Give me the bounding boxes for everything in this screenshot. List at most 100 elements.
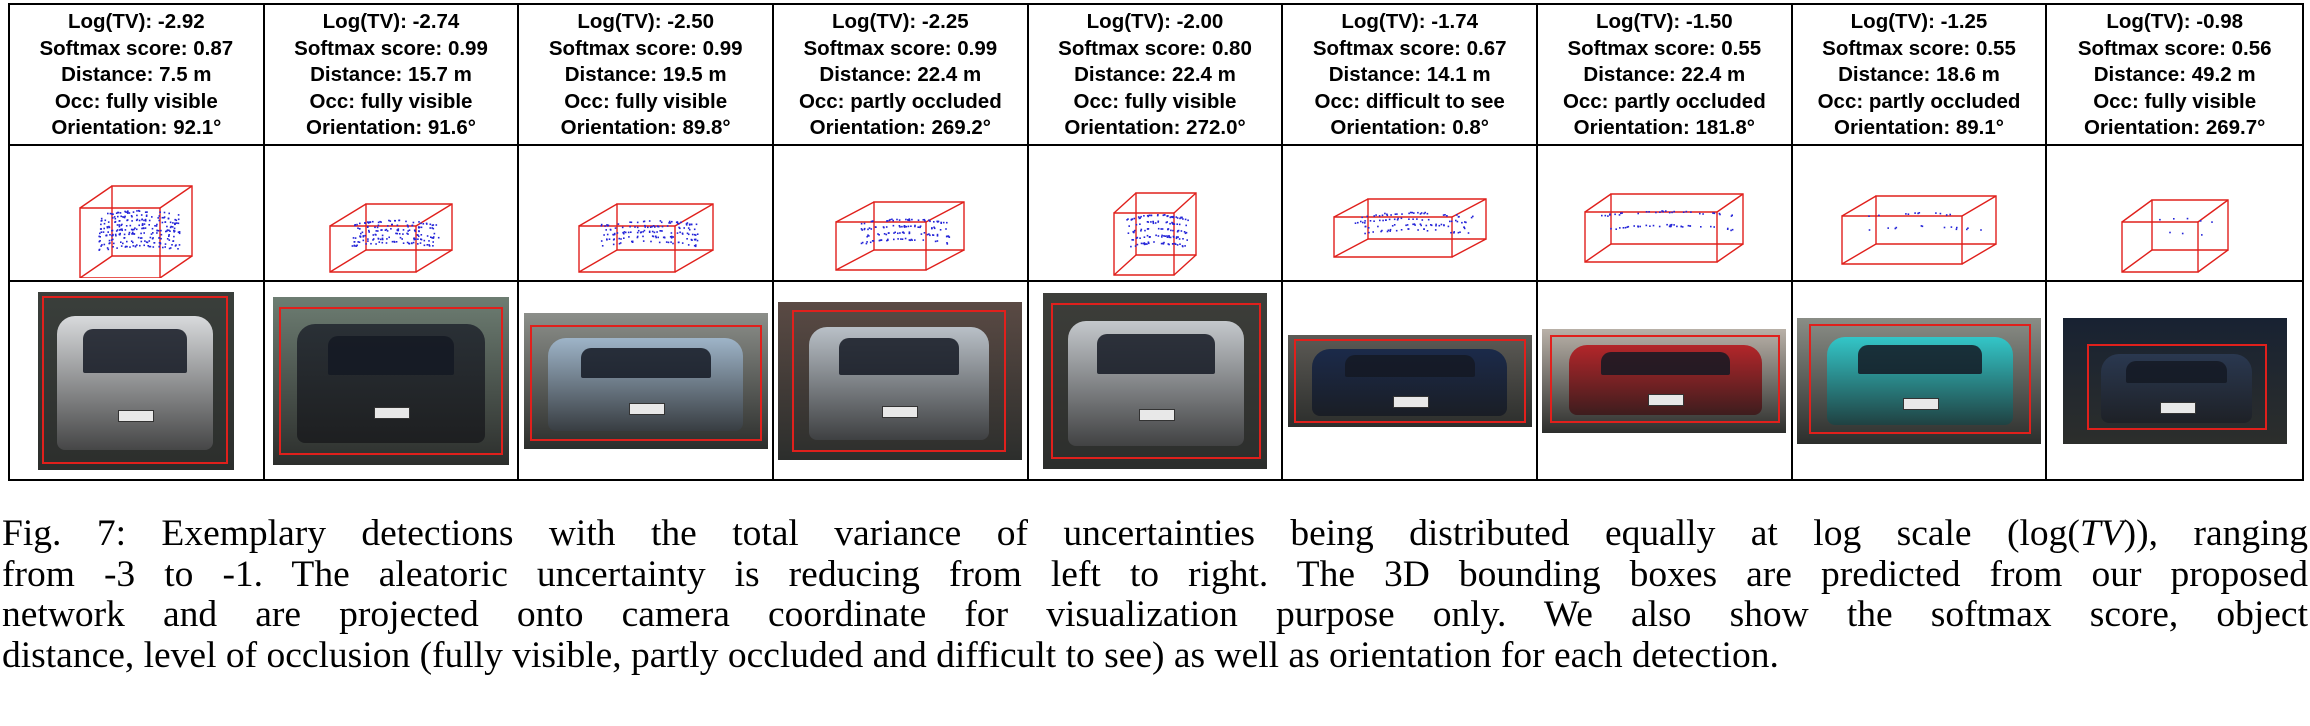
occlusion-label: Occ: fully visible (2093, 89, 2257, 113)
box-depth-edge (836, 201, 875, 223)
detection-info: Log(TV): -1.50 Softmax score: 0.55 Distanc… (1538, 5, 1791, 146)
box-back-face (1875, 195, 1997, 245)
detection-column: Log(TV): -2.74 Softmax score: 0.99 Distanc… (264, 5, 520, 479)
box-front-face (1332, 216, 1453, 258)
lidar-panel (1792, 146, 2046, 282)
detection-info: Log(TV): -1.74 Softmax score: 0.67 Distanc… (1283, 5, 1536, 146)
detection-info: Log(TV): -1.25 Softmax score: 0.55 Distanc… (1792, 5, 2046, 146)
detection-column: Log(TV): -2.92 Softmax score: 0.87 Distanc… (10, 5, 265, 479)
log-tv-label: Log(TV): -2.92 (67, 10, 205, 34)
box-front-face (79, 207, 162, 278)
license-plate (2159, 401, 2196, 414)
car-window (1600, 352, 1730, 375)
log-tv-label: Log(TV): -1.50 (1595, 10, 1733, 34)
orientation-label: Orientation: 92.1° (51, 116, 222, 140)
softmax-score-label: Softmax score: 0.56 (2077, 36, 2272, 60)
softmax-score-label: Softmax score: 0.80 (1058, 36, 1252, 60)
lidar-points-3d-box (577, 203, 714, 273)
lidar-points-3d-box (1332, 198, 1487, 258)
camera-crop (1796, 317, 2041, 444)
lidar-points-3d-box (329, 203, 453, 273)
detection-column: Log(TV): -2.50 Softmax score: 0.99 Distanc… (519, 5, 774, 479)
box-depth-edge (836, 249, 875, 271)
log-tv-label: Log(TV): -1.74 (1341, 10, 1478, 34)
distance-label: Distance: 22.4 m (819, 63, 982, 87)
caption-line-1: Fig. 7: Exemplary detections with the to… (2, 513, 2309, 554)
box-depth-edge (1113, 254, 1137, 276)
camera-panel (2047, 282, 2302, 479)
lidar-point-cloud (600, 220, 699, 248)
lidar-point-cloud (861, 218, 951, 245)
softmax-score-label: Softmax score: 0.99 (548, 36, 743, 60)
car-body (57, 315, 214, 451)
car-window (83, 329, 188, 373)
lidar-point-cloud (1868, 212, 1982, 231)
camera-panel (1029, 282, 1282, 479)
log-tv-label: Log(TV): -0.98 (2106, 10, 2243, 34)
box-depth-edge (1841, 195, 1877, 217)
box-depth-edge (2121, 199, 2153, 223)
box-depth-edge (1333, 238, 1368, 258)
box-back-face (615, 203, 714, 251)
detection-info: Log(TV): -2.25 Softmax score: 0.99 Distanc… (774, 5, 1027, 146)
camera-panel (519, 282, 772, 479)
camera-panel (10, 282, 263, 479)
lidar-points-3d-box (2120, 199, 2229, 273)
lidar-panel (1283, 146, 1536, 282)
box-depth-edge (329, 249, 367, 273)
lidar-panel (774, 146, 1027, 282)
lidar-points-3d-box (1841, 195, 1997, 265)
lidar-point-cloud (98, 209, 181, 251)
box-depth-edge (79, 255, 113, 278)
occlusion-label: Occ: fully visible (1073, 89, 1237, 113)
car-window (1857, 345, 1983, 375)
lidar-points-3d-box (1113, 192, 1197, 276)
box-depth-edge (415, 249, 453, 273)
box-depth-edge (1173, 254, 1197, 276)
box-depth-edge (1961, 195, 1997, 217)
box-depth-edge (2121, 249, 2153, 273)
car-window (328, 336, 454, 375)
occlusion-label: Occ: partly occluded (1562, 89, 1766, 113)
figure-caption: Fig. 7: Exemplary detections with the to… (2, 513, 2309, 676)
box-front-face (1113, 212, 1175, 276)
detection-column: Log(TV): -2.25 Softmax score: 0.99 Distanc… (774, 5, 1029, 479)
box-depth-edge (1173, 192, 1197, 214)
lidar-panel (1538, 146, 1791, 282)
softmax-score-label: Softmax score: 0.87 (39, 36, 234, 60)
camera-panel (1283, 282, 1536, 479)
box-front-face (2120, 221, 2199, 273)
detection-info: Log(TV): -2.92 Softmax score: 0.87 Distanc… (10, 5, 263, 146)
softmax-score-label: Softmax score: 0.99 (294, 36, 488, 60)
box-depth-edge (578, 203, 618, 227)
box-depth-edge (926, 201, 965, 223)
lidar-point-cloud (1601, 210, 1734, 232)
box-depth-edge (1716, 243, 1744, 263)
box-depth-edge (1451, 198, 1486, 218)
license-plate (628, 403, 665, 416)
car-body (2101, 353, 2253, 423)
box-depth-edge (674, 249, 714, 273)
box-depth-edge (1716, 193, 1744, 213)
caption-line-3: network and are projected onto camera co… (2, 594, 2308, 635)
softmax-score-label: Softmax score: 0.99 (803, 36, 998, 60)
lidar-point-cloud (2158, 217, 2213, 236)
detection-info: Log(TV): -0.98 Softmax score: 0.56 Distanc… (2047, 5, 2302, 146)
box-front-face (835, 221, 928, 271)
car-body (1568, 345, 1762, 416)
orientation-label: Orientation: 269.2° (809, 116, 991, 140)
occlusion-label: Occ: fully visible (54, 89, 218, 113)
orientation-label: Orientation: 181.8° (1573, 116, 1755, 140)
lidar-panel (264, 146, 518, 282)
orientation-label: Orientation: 89.8° (560, 116, 731, 140)
camera-crop (1042, 292, 1267, 469)
distance-label: Distance: 49.2 m (2093, 63, 2256, 87)
box-depth-edge (926, 249, 965, 271)
box-depth-edge (1333, 198, 1368, 218)
license-plate (1392, 395, 1429, 408)
softmax-score-label: Softmax score: 0.67 (1312, 36, 1507, 60)
distance-label: Distance: 14.1 m (1328, 63, 1491, 87)
box-depth-edge (415, 203, 453, 227)
box-front-face (1584, 211, 1719, 263)
log-tv-label: Log(TV): -1.25 (1850, 10, 1988, 34)
